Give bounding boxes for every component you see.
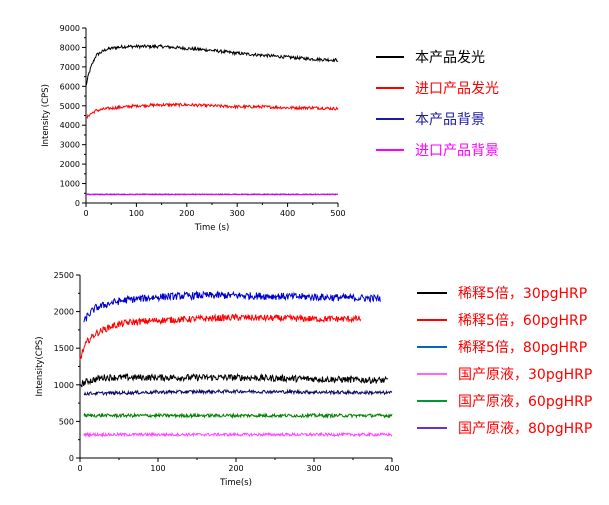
legend-label: 进口产品背景 (415, 143, 499, 159)
x-axis-label: Time (s) (194, 223, 230, 233)
series-line (85, 193, 339, 196)
x-tick-label: 400 (280, 209, 295, 218)
x-axis-label: Time(s) (219, 478, 252, 488)
x-tick-label: 0 (77, 464, 82, 473)
legend-label: 本产品背景 (415, 112, 485, 128)
series-line (83, 388, 393, 397)
x-tick-label: 500 (330, 209, 345, 218)
y-tick-label: 2000 (60, 160, 80, 169)
series-line (79, 313, 362, 361)
y-axis-label: Intensity(CPS) (35, 336, 45, 396)
legend-label: 国产原液，60pgHRP (458, 394, 592, 410)
y-tick-label: 3000 (60, 141, 80, 150)
x-tick-label: 300 (306, 464, 321, 473)
y-tick-label: 2000 (54, 308, 74, 317)
x-tick-label: 200 (179, 209, 194, 218)
x-tick-label: 0 (83, 209, 88, 218)
legend-label: 进口产品发光 (415, 81, 499, 97)
series-line (85, 102, 339, 119)
y-axis-label: Intensity (CPS) (41, 84, 51, 147)
series-line (85, 43, 339, 87)
legend-label: 国产原液，80pgHRP (458, 421, 592, 437)
x-tick-label: 400 (384, 464, 399, 473)
y-tick-label: 9000 (60, 24, 80, 33)
x-tick-label: 100 (129, 209, 144, 218)
series-line (79, 372, 389, 388)
y-tick-label: 6000 (60, 82, 80, 91)
legend-label: 本产品发光 (415, 50, 485, 66)
y-tick-label: 2500 (54, 271, 74, 280)
legend-label: 国产原液，30pgHRP (458, 367, 592, 383)
y-tick-label: 500 (59, 417, 74, 426)
y-tick-label: 1500 (54, 344, 74, 353)
x-tick-label: 300 (230, 209, 245, 218)
y-tick-label: 5000 (60, 102, 80, 111)
y-tick-label: 1000 (54, 381, 74, 390)
x-tick-label: 100 (150, 464, 165, 473)
y-tick-label: 8000 (60, 43, 80, 52)
y-tick-label: 4000 (60, 121, 80, 130)
legend-label: 稀释5倍，60pgHRP (458, 313, 587, 329)
legend-label: 稀释5倍，80pgHRP (458, 340, 587, 356)
series-line (83, 290, 381, 323)
chart-1: 0 1000 2000 3000 4000 5000 6000 7000 8000 9000 0 10… (41, 24, 499, 233)
y-tick-label: 1000 (60, 180, 80, 189)
y-tick-label: 7000 (60, 63, 80, 72)
legend: 稀释5倍，30pgHRP 稀释5倍，60pgHRP 稀释5倍，80pgHRP 国产原液… (417, 286, 592, 437)
legend-label: 稀释5倍，30pgHRP (458, 286, 587, 302)
chart-2: 0 500 1000 1500 2000 2500 0 100 200 300 400 Time(s)… (35, 271, 592, 488)
series-line (83, 412, 393, 420)
y-tick-label: 0 (69, 454, 74, 463)
x-tick-label: 200 (228, 464, 243, 473)
series-line (83, 431, 393, 438)
y-tick-label: 0 (75, 199, 80, 208)
